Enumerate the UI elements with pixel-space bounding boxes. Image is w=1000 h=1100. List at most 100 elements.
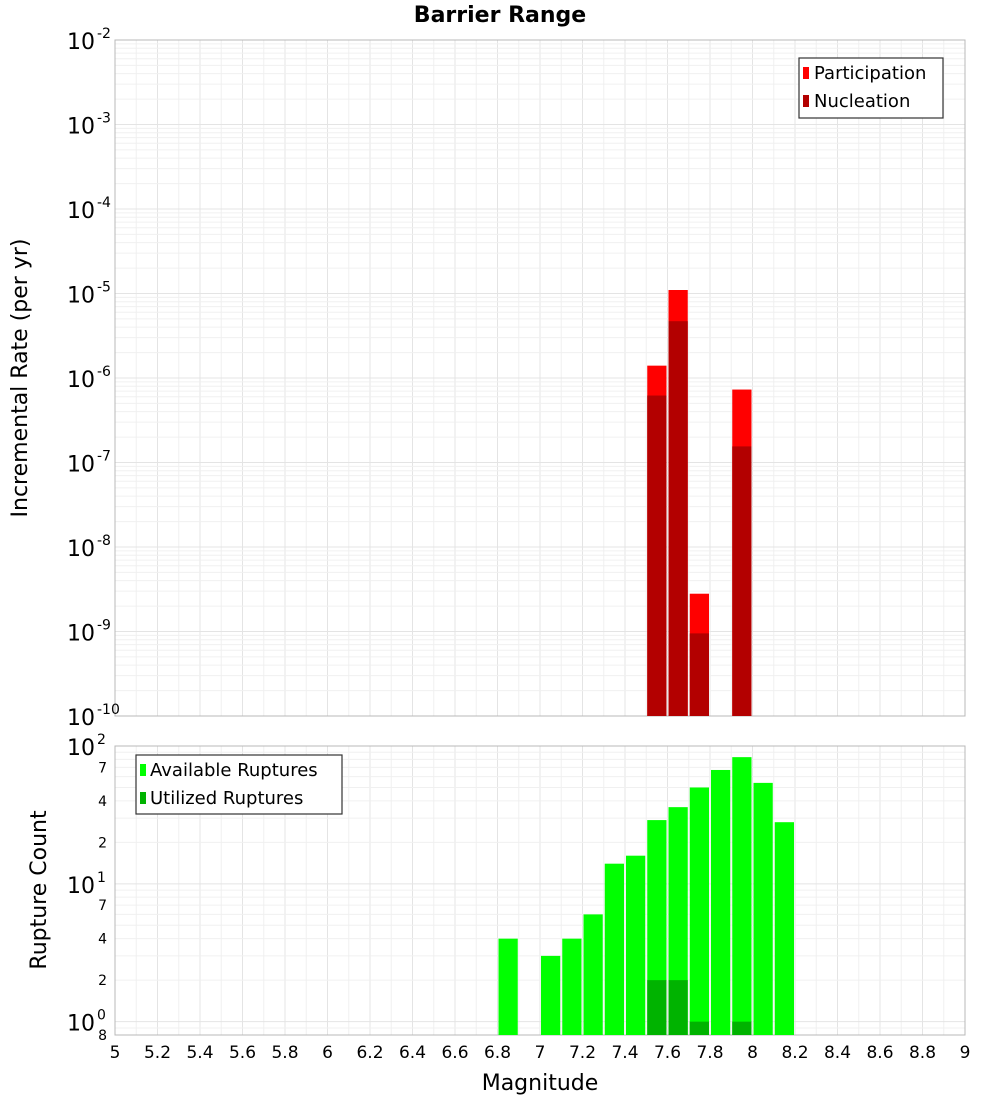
bottom-panel-bars: [498, 757, 794, 1035]
svg-text:10: 10: [67, 368, 95, 393]
x-tick-10: 7: [535, 1043, 546, 1063]
svg-text:10: 10: [67, 622, 95, 647]
bottom-available-ruptures-bar-8: [689, 787, 709, 1035]
legend-label-participation: Participation: [814, 63, 926, 84]
svg-text:2: 2: [97, 732, 106, 748]
bottom-available-ruptures-bar-4: [604, 863, 624, 1035]
top-y-tick-2: 10 -4: [67, 195, 111, 224]
top-y-tick-1: 10 -3: [67, 111, 111, 140]
top-panel-grid: [114, 40, 966, 717]
bottom-legend: Available Ruptures Utilized Ruptures: [135, 754, 343, 815]
top-y-axis-label: Incremental Rate (per yr): [8, 239, 33, 518]
bottom-y-axis-label: Rupture Count: [27, 810, 52, 970]
legend-swatch-nucleation: [803, 95, 809, 107]
x-tick-1: 5.2: [144, 1043, 171, 1063]
top-nucleation-bar-3: [732, 446, 752, 716]
bottom-y-tick-0: 10 2: [67, 732, 106, 761]
legend-label-available: Available Ruptures: [150, 760, 318, 781]
x-tick-14: 7.8: [696, 1043, 723, 1063]
svg-text:-9: -9: [97, 618, 111, 634]
top-y-tick-0: 10 -2: [67, 26, 111, 55]
top-nucleation-bar-2: [689, 633, 709, 716]
x-tick-17: 8.4: [824, 1043, 851, 1063]
x-tick-13: 7.6: [654, 1043, 681, 1063]
bottom-y-minor-tick-5: 2: [98, 973, 107, 989]
top-panel-bars: [647, 290, 752, 716]
top-nucleation-bar-0: [647, 395, 667, 716]
top-y-tick-5: 10 -7: [67, 449, 111, 478]
bottom-panel-grid: [114, 746, 966, 1036]
legend-swatch-available: [140, 764, 146, 776]
svg-text:-8: -8: [97, 533, 111, 549]
bottom-y-minor-tick-3: 7: [98, 898, 107, 914]
bottom-utilized-ruptures-bar-1: [668, 980, 688, 1035]
x-tick-12: 7.4: [611, 1043, 638, 1063]
top-nucleation-bar-1: [668, 321, 688, 716]
bottom-y-minor-tick-6: 8: [98, 1028, 107, 1044]
top-legend: Participation Nucleation: [798, 57, 944, 119]
bottom-utilized-ruptures-bar-0: [647, 980, 667, 1035]
svg-text:-5: -5: [97, 280, 111, 296]
svg-text:-6: -6: [97, 364, 111, 380]
bottom-y-minor-tick-4: 4: [98, 932, 107, 948]
x-tick-11: 7.2: [569, 1043, 596, 1063]
svg-text:-4: -4: [97, 195, 111, 211]
bottom-available-ruptures-bar-10: [732, 757, 752, 1035]
bottom-utilized-ruptures-bar-3: [732, 1021, 752, 1035]
top-y-tick-6: 10 -8: [67, 533, 111, 562]
x-tick-15: 8: [747, 1043, 758, 1063]
legend-label-nucleation: Nucleation: [814, 91, 910, 112]
top-y-tick-8: 10 -10: [67, 702, 120, 731]
svg-text:10: 10: [67, 537, 95, 562]
svg-text:10: 10: [67, 874, 95, 899]
svg-text:10: 10: [67, 30, 95, 55]
bottom-y-minor-tick-0: 7: [98, 760, 107, 776]
bottom-available-ruptures-bar-11: [753, 782, 773, 1035]
legend-label-utilized: Utilized Ruptures: [150, 788, 303, 809]
bottom-y-tick-1: 10 1: [67, 870, 106, 899]
x-tick-18: 8.6: [866, 1043, 893, 1063]
bottom-available-ruptures-bar-2: [562, 938, 582, 1035]
bottom-y-minor-tick-1: 4: [98, 794, 107, 810]
svg-text:10: 10: [67, 284, 95, 309]
svg-text:10: 10: [67, 115, 95, 140]
x-tick-7: 6.4: [399, 1043, 426, 1063]
svg-text:1: 1: [97, 870, 106, 886]
x-tick-8: 6.6: [441, 1043, 468, 1063]
svg-text:10: 10: [67, 736, 95, 761]
bottom-available-ruptures-bar-0: [498, 938, 518, 1035]
svg-text:-2: -2: [97, 26, 111, 42]
bottom-y-tick-2: 10 0: [67, 1008, 106, 1037]
top-plot-area: [114, 39, 966, 717]
top-y-tick-3: 10 -5: [67, 280, 111, 309]
x-tick-19: 8.8: [909, 1043, 936, 1063]
x-tick-2: 5.4: [186, 1043, 213, 1063]
svg-text:-10: -10: [97, 702, 120, 718]
svg-text:0: 0: [97, 1008, 106, 1024]
svg-text:-7: -7: [97, 449, 111, 465]
svg-text:10: 10: [67, 1012, 95, 1037]
bottom-available-ruptures-bar-12: [774, 822, 794, 1035]
bottom-utilized-ruptures-bar-2: [689, 1021, 709, 1035]
legend-swatch-participation: [803, 67, 809, 79]
x-axis-ticks: 5 5.2 5.4 5.6 5.8 6 6.2 6.4 6.6 6.8 7 7.2 7.4 7.6 7.8 8…: [110, 1043, 971, 1063]
legend-swatch-utilized: [140, 792, 146, 804]
bottom-plot-area: [114, 745, 966, 1036]
x-tick-20: 9: [960, 1043, 971, 1063]
svg-text:10: 10: [67, 453, 95, 478]
x-tick-16: 8.2: [781, 1043, 808, 1063]
x-tick-3: 5.6: [229, 1043, 256, 1063]
x-tick-0: 5: [110, 1043, 121, 1063]
svg-text:10: 10: [67, 706, 95, 731]
x-tick-4: 5.8: [271, 1043, 298, 1063]
bottom-available-ruptures-bar-9: [711, 769, 731, 1035]
chart-title: Barrier Range: [414, 3, 586, 28]
bottom-available-ruptures-bar-3: [583, 914, 603, 1035]
bottom-available-ruptures-bar-5: [626, 855, 646, 1035]
svg-text:-3: -3: [97, 111, 111, 127]
top-y-tick-4: 10 -6: [67, 364, 111, 393]
x-tick-5: 6: [322, 1043, 333, 1063]
top-y-axis-ticks: 10-210-310-410-510-610-710-810-910-10: [67, 26, 120, 731]
